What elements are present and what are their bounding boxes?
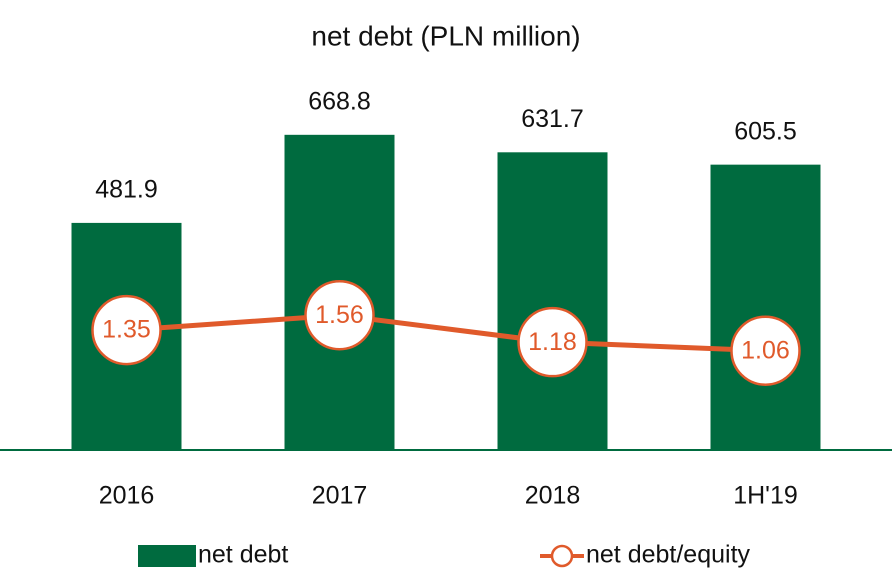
bar-value-label: 605.5 — [734, 117, 797, 145]
x-tick-label: 1H'19 — [733, 482, 798, 510]
legend-swatch — [550, 544, 574, 568]
line-value-label: 1.06 — [741, 336, 790, 364]
bar-value-label: 481.9 — [95, 176, 158, 204]
line — [126, 312, 766, 354]
line-marker — [91, 294, 162, 366]
line-marker — [730, 315, 801, 386]
bar-value-label: 631.7 — [521, 105, 584, 133]
legend-swatch — [138, 545, 196, 567]
legend-label: net debt/equity — [586, 541, 751, 569]
x-tick-label: 2017 — [312, 482, 368, 510]
bar-value-label: 668.8 — [308, 87, 371, 115]
line-value-label: 1.35 — [102, 316, 151, 344]
bar — [497, 152, 608, 450]
x-tick-label: 2016 — [99, 482, 155, 510]
line-value-label: 1.56 — [315, 301, 364, 329]
bar — [710, 164, 821, 451]
line-marker — [304, 279, 375, 351]
legend-label: net debt — [198, 541, 288, 569]
chart-title: net debt (PLN million) — [311, 20, 580, 51]
line-value-label: 1.18 — [528, 328, 577, 356]
line-marker — [517, 306, 588, 378]
x-tick-label: 2018 — [525, 482, 581, 510]
